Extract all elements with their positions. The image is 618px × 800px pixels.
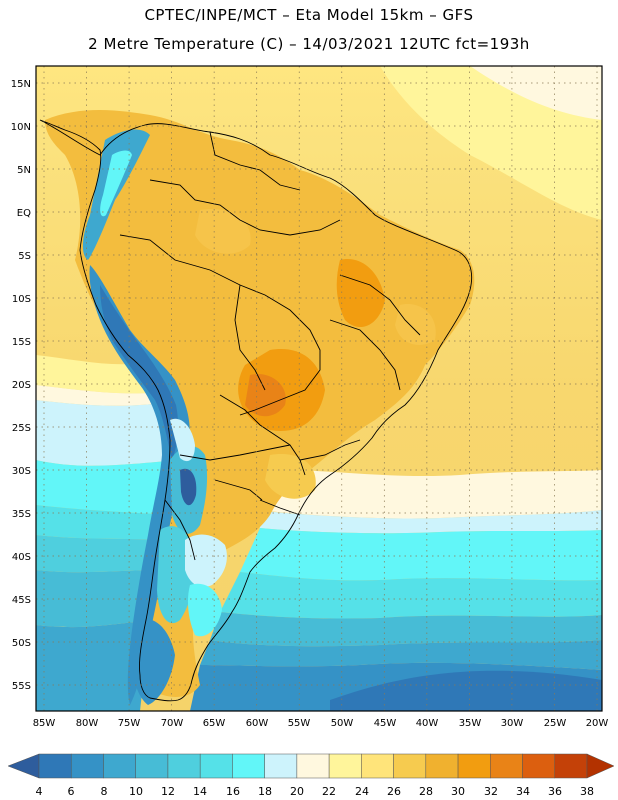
legend-swatch (264, 753, 298, 779)
lon-label-55W: 55W (288, 718, 311, 729)
legend-label-14: 14 (193, 785, 207, 795)
lat-label-35S: 35S (12, 509, 31, 520)
legend-label-34: 34 (516, 785, 530, 795)
coastlines (39, 119, 473, 702)
legend-swatches (7, 753, 615, 779)
legend-label-38: 38 (580, 785, 594, 795)
lat-label-5S: 5S (18, 251, 31, 262)
lon-label-25W: 25W (544, 718, 567, 729)
legend-label-26: 26 (387, 785, 401, 795)
map-frame (35, 65, 603, 712)
lon-label-45W: 45W (374, 718, 397, 729)
lon-label-35W: 35W (459, 718, 482, 729)
lon-label-20W: 20W (586, 718, 609, 729)
legend-swatch (199, 753, 233, 779)
lon-label-50W: 50W (331, 718, 354, 729)
legend-swatch (554, 753, 588, 779)
legend-swatch (167, 753, 201, 779)
lat-label-5N: 5N (17, 165, 31, 176)
legend-label-12: 12 (161, 785, 175, 795)
lat-label-15S: 15S (12, 337, 31, 348)
legend-swatch (361, 753, 394, 779)
lat-label-40S: 40S (12, 552, 31, 563)
temperature-map: 15N 10N 5N EQ 5S 10S 15S 20S 25S 30S 35S… (11, 65, 609, 729)
legend-swatch (457, 753, 491, 779)
lon-label-70W: 70W (161, 718, 184, 729)
lat-label-10S: 10S (12, 294, 31, 305)
legend-swatch (393, 753, 427, 779)
legend-swatch (490, 753, 523, 779)
lat-label-10N: 10N (11, 122, 31, 133)
lon-label-65W: 65W (203, 718, 226, 729)
legend-label-6: 6 (68, 785, 75, 795)
legend-label-28: 28 (419, 785, 433, 795)
legend-label-32: 32 (484, 785, 498, 795)
legend-swatch (232, 753, 265, 779)
legend-swatch (328, 753, 362, 779)
color-legend: 4 6 8 10 12 14 16 18 20 22 24 26 28 30 3… (7, 753, 615, 795)
legend-label-16: 16 (226, 785, 240, 795)
legend-label-30: 30 (451, 785, 465, 795)
lon-label-80W: 80W (76, 718, 99, 729)
legend-label-24: 24 (355, 785, 369, 795)
legend-label-8: 8 (101, 785, 108, 795)
lon-label-40W: 40W (416, 718, 439, 729)
legend-arrow-right (586, 753, 615, 779)
temperature-field (36, 66, 602, 711)
legend-swatch (70, 753, 104, 779)
lat-label-30S: 30S (12, 466, 31, 477)
legend-label-36: 36 (548, 785, 562, 795)
legend-label-10: 10 (129, 785, 143, 795)
lat-label-15N: 15N (11, 79, 31, 90)
legend-label-4: 4 (36, 785, 43, 795)
lat-label-55S: 55S (12, 681, 31, 692)
legend-label-22: 22 (322, 785, 336, 795)
lat-label-25S: 25S (12, 423, 31, 434)
legend-swatch (135, 753, 169, 779)
map-title-line-2: 2 Metre Temperature (C) – 14/03/2021 12U… (88, 35, 530, 53)
legend-swatch (38, 753, 72, 779)
legend-label-18: 18 (258, 785, 272, 795)
legend-swatch (103, 753, 136, 779)
legend-swatch (522, 753, 556, 779)
lat-label-50S: 50S (12, 638, 31, 649)
lon-label-60W: 60W (246, 718, 269, 729)
lat-label-20S: 20S (12, 380, 31, 391)
lat-label-EQ: EQ (17, 208, 31, 219)
legend-swatch (425, 753, 459, 779)
lon-label-85W: 85W (33, 718, 56, 729)
legend-arrow-left (7, 753, 40, 779)
graticule (36, 66, 602, 711)
lon-label-75W: 75W (118, 718, 141, 729)
lat-label-45S: 45S (12, 595, 31, 606)
legend-label-20: 20 (290, 785, 304, 795)
legend-swatch (296, 753, 330, 779)
lon-label-30W: 30W (501, 718, 524, 729)
map-title-line-1: CPTEC/INPE/MCT – Eta Model 15km – GFS (144, 6, 474, 24)
